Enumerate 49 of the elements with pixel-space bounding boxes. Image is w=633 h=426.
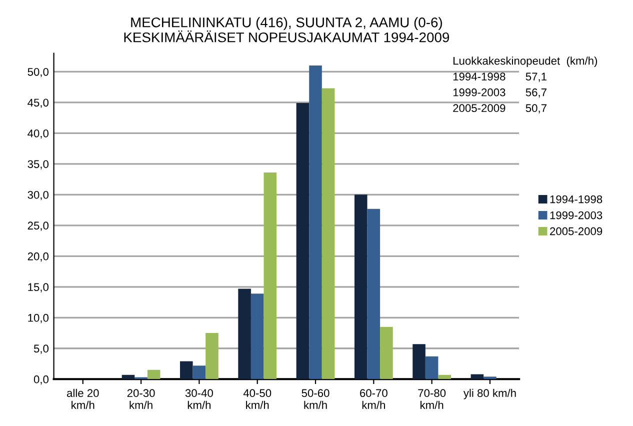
annotation: 1994-1998: [453, 72, 506, 81]
y-tick-label: 0,0: [34, 375, 49, 385]
bar: [122, 374, 135, 380]
x-tick-label: 60-70 km/h: [360, 389, 388, 409]
annotation: 1999-2003: [453, 88, 506, 96]
x-tick-label: yli 80 km/h: [463, 388, 516, 400]
legend-label: 1999-2003: [550, 211, 602, 220]
x-tick-label: 20-30 km/h: [127, 389, 155, 409]
bar: [192, 366, 206, 380]
y-tick-label: 15,0: [28, 283, 49, 292]
bar: [354, 194, 368, 380]
y-tick-label: 40,0: [28, 129, 49, 139]
x-tick-label: 40-50 km/h: [243, 389, 272, 409]
bar: [206, 333, 218, 380]
bar: [180, 361, 193, 380]
bar: [380, 326, 393, 380]
legend-label: 2005-2009: [550, 227, 602, 236]
annotation: 2005-2009: [453, 104, 506, 112]
x-tick-label: 70-80 km/h: [418, 389, 446, 409]
y-tick-label: 5,0: [34, 344, 49, 354]
y-tick-label: 25,0: [28, 222, 49, 231]
bar: [322, 88, 335, 380]
text: 50,7: [526, 104, 546, 114]
bar: [484, 376, 496, 380]
bar: [470, 374, 484, 380]
text: 57,1: [526, 72, 546, 82]
bar: [367, 208, 380, 380]
bar: [309, 66, 322, 380]
chart-title: MECHELININKATU (416), SUUNTA 2, AAMU (0-6) KESKIMÄÄRÄISET NOPEUSJAKAUMAT 1994-2009: [124, 17, 450, 42]
bar: [438, 374, 452, 380]
bar: [296, 103, 310, 380]
y-tick-label: 10,0: [28, 314, 49, 324]
x-tick-label: 30-40 km/h: [185, 389, 213, 409]
y-tick-label: 50,0: [28, 68, 49, 78]
annotation: Luokkakeskinopeudet (km/h): [454, 56, 598, 67]
y-tick-label: 45,0: [28, 98, 49, 108]
y-tick-label: 20,0: [28, 252, 49, 262]
bar: [250, 294, 264, 380]
bar: [412, 344, 426, 380]
legend-label: 1994-1998: [550, 195, 602, 204]
x-tick-label: alle 20 km/h: [66, 388, 99, 409]
bar: [425, 356, 438, 380]
y-tick-label: 35,0: [28, 160, 49, 170]
bar: [264, 172, 277, 380]
y-tick-label: 30,0: [28, 190, 49, 200]
bar: [147, 370, 160, 380]
bar: [238, 288, 251, 380]
x-tick-label: 50-60 km/h: [302, 389, 330, 409]
text: 56,7: [526, 88, 546, 98]
